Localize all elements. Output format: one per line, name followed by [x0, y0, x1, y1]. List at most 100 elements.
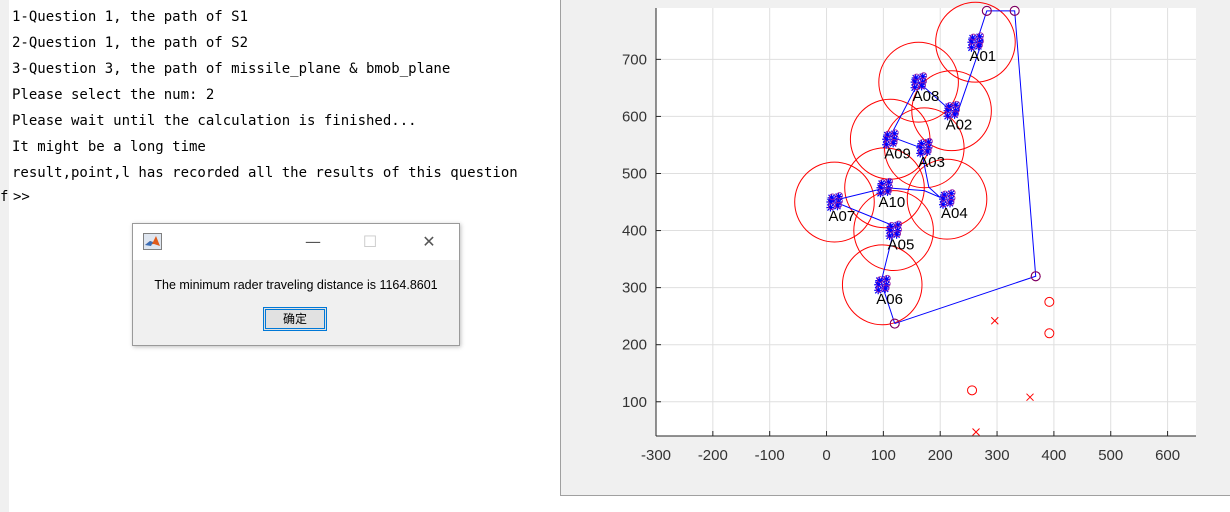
y-tick-label: 100 — [622, 394, 647, 411]
station-star-marker — [885, 232, 894, 241]
axes: -300 -200 -100 0 100 200 300 400 500 600 100 200 300… — [622, 8, 1196, 464]
station-sample-marker — [924, 147, 932, 155]
station-sample-marker — [882, 284, 890, 292]
station-star-marker — [882, 135, 891, 144]
station-sample-marker — [976, 42, 983, 49]
circle-marker — [1044, 296, 1055, 307]
console-line: 3-Question 3, the path of missile_plane … — [12, 61, 451, 77]
station-star-marker — [892, 230, 901, 239]
station-sample-marker — [894, 230, 901, 238]
coverage-circle — [794, 161, 875, 243]
console-line: 1-Question 1, the path of S1 — [12, 9, 249, 25]
station-sample-marker — [953, 100, 961, 108]
x-tick-label: 500 — [1098, 447, 1123, 464]
coverage-circle — [853, 190, 934, 272]
x-tick-label: 0 — [822, 447, 830, 464]
station-star-marker — [947, 189, 956, 198]
console-line: It might be a long time — [12, 139, 206, 155]
station-sample-marker — [836, 192, 843, 199]
station-star-marker — [827, 193, 836, 202]
close-button[interactable]: ✕ — [422, 232, 436, 251]
station-star-marker — [875, 276, 884, 285]
station-label: A08 — [913, 88, 940, 105]
station-star-marker — [939, 195, 948, 204]
station-star-marker — [943, 112, 952, 121]
ok-button[interactable]: 确定 — [263, 307, 327, 331]
y-tick-label: 700 — [622, 51, 647, 68]
station-star-marker — [885, 226, 894, 235]
station-label: A06 — [876, 291, 903, 308]
station-star-marker — [881, 284, 890, 293]
station-star-marker — [968, 34, 977, 43]
station-star-marker — [950, 110, 959, 119]
x-tick-label: -100 — [755, 447, 785, 464]
station-star-marker — [876, 189, 885, 198]
command-prompt[interactable]: >> — [13, 189, 30, 205]
x-tick-label: 100 — [871, 447, 896, 464]
station-sample-marker — [891, 129, 899, 137]
coverage-circle — [911, 70, 992, 152]
console-line: Please wait until the calculation is fin… — [12, 113, 417, 129]
station-sample-marker — [919, 81, 926, 89]
command-window[interactable]: 1-Question 1, the path of S1 2-Question … — [0, 0, 560, 512]
coverage-circle — [841, 244, 923, 326]
circle-marker — [967, 385, 978, 396]
x-tick-label: 600 — [1155, 447, 1180, 464]
station-sample-marker — [895, 220, 903, 228]
coverage-circle — [849, 98, 931, 180]
station-label: A10 — [879, 194, 906, 211]
route-endpoint-marker — [889, 318, 900, 329]
console-line: 2-Question 1, the path of S2 — [12, 35, 249, 51]
station-star-marker — [967, 43, 976, 52]
minimize-button[interactable]: — — [305, 232, 321, 251]
y-tick-label: 200 — [622, 337, 647, 354]
station-star-marker — [944, 102, 953, 111]
station-sample-marker — [948, 189, 956, 197]
station-star-marker — [826, 198, 835, 206]
station-star-marker — [910, 78, 919, 87]
station-label: A02 — [946, 117, 973, 134]
station-label: A07 — [828, 208, 855, 225]
dialog-titlebar[interactable]: — ☐ ✕ — [133, 224, 459, 260]
route-line — [830, 10, 1037, 325]
station-star-marker — [874, 286, 883, 295]
coverage-circles — [794, 1, 1016, 326]
route-endpoint-marker — [1030, 271, 1041, 282]
x-marker — [990, 316, 999, 325]
station-sample-marker — [885, 187, 892, 195]
fx-indicator: f — [0, 189, 9, 205]
dialog-message: The minimum rader traveling distance is … — [154, 278, 438, 292]
station-star-marker — [882, 275, 891, 284]
station-star-marker — [893, 221, 902, 230]
station-sample-marker — [920, 72, 928, 80]
circle-marker — [1044, 328, 1055, 339]
station-star-marker — [940, 190, 949, 199]
station-sample-marker — [925, 137, 933, 145]
station-sample-marker — [835, 201, 842, 209]
station-star-marker — [917, 82, 926, 91]
station-star-marker — [917, 139, 926, 148]
x-tick-label: 400 — [1041, 447, 1066, 464]
station-star-marker — [826, 203, 835, 212]
markers — [826, 5, 1055, 436]
station-star-marker — [916, 149, 925, 158]
station-star-marker — [883, 131, 892, 140]
station-sample-marker — [890, 139, 898, 146]
station-star-marker — [916, 143, 925, 152]
result-dialog: — ☐ ✕ The minimum rader traveling distan… — [132, 223, 460, 346]
y-tick-label: 600 — [622, 108, 647, 125]
station-star-marker — [923, 147, 932, 156]
station-star-marker — [833, 202, 842, 211]
coverage-circle — [844, 147, 925, 229]
station-label: A04 — [941, 205, 968, 222]
y-tick-label: 400 — [622, 223, 647, 240]
station-star-marker — [975, 32, 984, 41]
station-label: A01 — [969, 48, 996, 65]
x-marker — [972, 428, 980, 436]
x-marker — [1026, 393, 1034, 402]
station-star-marker — [890, 129, 899, 138]
station-star-marker — [834, 192, 843, 201]
station-star-marker — [910, 83, 919, 92]
route-endpoint-marker — [1009, 5, 1020, 16]
